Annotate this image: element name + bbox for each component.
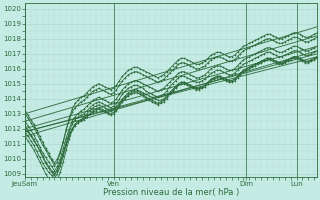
X-axis label: Pression niveau de la mer( hPa ): Pression niveau de la mer( hPa ): [103, 188, 239, 197]
